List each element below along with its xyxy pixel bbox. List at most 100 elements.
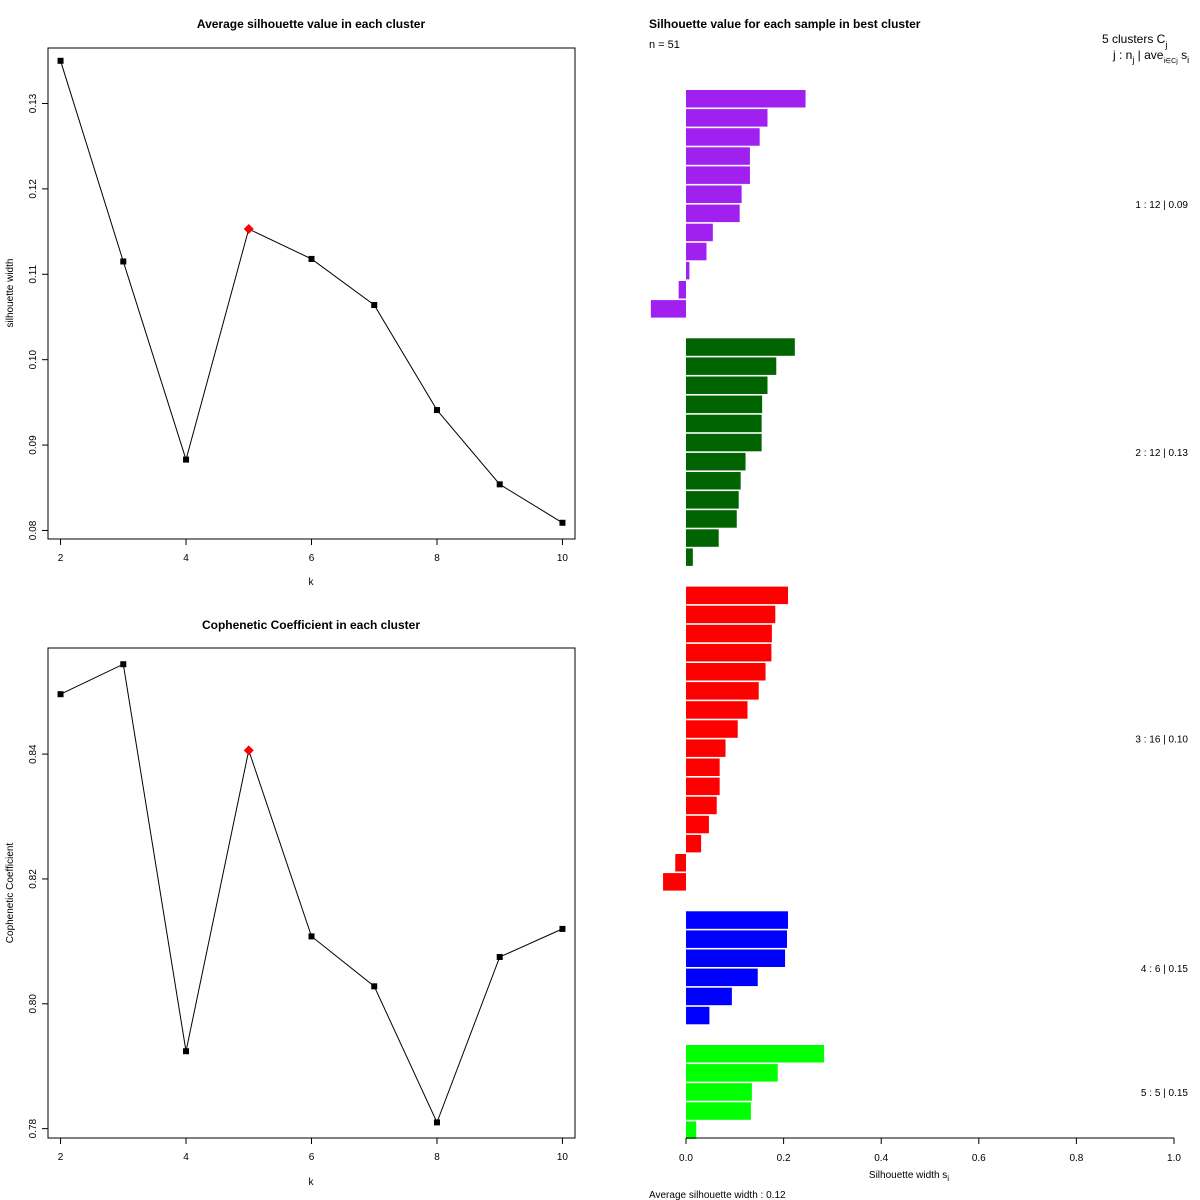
x-tick-label: 0.2: [777, 1153, 791, 1164]
silhouette-bar: [686, 128, 760, 146]
silhouette-bar: [686, 949, 786, 967]
silhouette-bar: [686, 376, 768, 394]
silhouette-bar: [686, 433, 762, 452]
legend-line-2: j : n: [1112, 48, 1132, 62]
data-point: [308, 255, 315, 262]
silhouette-bar: [686, 987, 732, 1006]
silhouette-bar: [686, 682, 759, 700]
data-point: [120, 258, 127, 265]
silhouette-bar: [686, 414, 762, 433]
legend-sub-4: i: [1187, 55, 1189, 65]
x-tick-label: 6: [309, 553, 315, 564]
y-tick-label: 0.09: [28, 435, 39, 455]
average-silhouette-footer: Average silhouette width : 0.12: [649, 1190, 786, 1200]
x-tick-label: 4: [183, 1152, 189, 1163]
legend-sub-1: j: [1164, 40, 1167, 50]
silhouette-bar: [686, 1006, 710, 1025]
silhouette-bar: [686, 796, 717, 815]
silhouette-bar: [686, 510, 737, 528]
y-tick-label: 0.10: [28, 350, 39, 370]
best-k-point: [243, 745, 254, 756]
silhouette-bar: [650, 300, 686, 318]
cophenetic-line-x-label: k: [309, 1177, 315, 1188]
x-tick-label: 0.6: [972, 1153, 986, 1164]
cophenetic-line-y-label: Cophenetic Coefficient: [5, 843, 16, 944]
silhouette-bar: [686, 452, 746, 471]
silhouette-bar-title: Silhouette value for each sample in best…: [649, 17, 921, 31]
y-tick-label: 0.80: [28, 994, 39, 1014]
silhouette-bar: [686, 338, 795, 356]
y-tick-label: 0.08: [28, 520, 39, 540]
svg-text:Silhouette width si: Silhouette width si: [869, 1170, 949, 1183]
series-line: [60, 663, 563, 1124]
data-point: [57, 57, 64, 64]
x-tick-label: 4: [183, 553, 189, 564]
silhouette-bar: [686, 529, 719, 547]
cophenetic-line-x-axis: 2 4 6 8 10: [58, 1138, 569, 1163]
x-tick-label: 1.0: [1167, 1153, 1181, 1164]
legend-sub-3: i∈Cj: [1163, 58, 1178, 65]
silhouette-bar-x-label: Silhouette width s: [869, 1170, 947, 1181]
silhouette-bar: [686, 1045, 825, 1063]
cluster-label: 5 : 5 | 0.15: [1141, 1088, 1189, 1099]
x-tick-label: 8: [434, 553, 440, 564]
data-point: [559, 925, 566, 932]
legend-line-1: 5 clusters C: [1102, 32, 1166, 46]
y-tick-label: 0.82: [28, 869, 39, 889]
silhouette-bar: [686, 1064, 778, 1082]
cluster-label: 2 : 12 | 0.13: [1135, 448, 1188, 459]
cluster-labels: 1 : 12 | 0.09 2 : 12 | 0.13 3 : 16 | 0.10 4…: [1135, 200, 1188, 1099]
silhouette-bar-x-label-sub: i: [947, 1174, 949, 1183]
legend-line-2c: s: [1178, 48, 1187, 62]
y-tick-label: 0.11: [28, 264, 39, 283]
silhouette-bar: [686, 643, 772, 662]
silhouette-bar: [686, 739, 726, 757]
silhouette-line-frame: [47, 47, 576, 540]
data-point: [559, 519, 566, 526]
data-point: [308, 933, 315, 940]
x-tick-label: 2: [58, 1152, 64, 1163]
x-tick-label: 0.4: [874, 1153, 888, 1164]
silhouette-line-series: [57, 57, 566, 526]
data-point: [433, 407, 440, 414]
x-tick-label: 2: [58, 553, 64, 564]
silhouette-bar: [686, 147, 750, 165]
cluster-legend-header: 5 clusters Cj j : nj | avei∈Cj si: [1102, 32, 1189, 65]
silhouette-line-y-axis: 0.08 0.09 0.10 0.11 0.12 0.13: [28, 93, 48, 540]
silhouette-bar: [678, 281, 686, 299]
silhouette-bar: [686, 834, 702, 853]
silhouette-bar: [686, 548, 693, 566]
silhouette-line-x-label: k: [309, 577, 315, 588]
silhouette-bar: [686, 472, 741, 490]
silhouette-bar: [686, 586, 788, 605]
silhouette-bars: [650, 90, 825, 1139]
silhouette-bar: [686, 720, 738, 738]
silhouette-bar: [686, 90, 806, 108]
data-point: [183, 1048, 190, 1055]
x-tick-label: 10: [557, 553, 569, 564]
silhouette-bar: [686, 701, 748, 719]
silhouette-bar: [686, 204, 740, 223]
silhouette-bar: [686, 911, 788, 929]
silhouette-bar: [686, 777, 720, 796]
x-tick-label: 6: [309, 1152, 315, 1163]
cophenetic-line-panel: Cophenetic Coefficient in each cluster 2…: [5, 618, 576, 1188]
silhouette-bar: [686, 491, 739, 509]
silhouette-bar: [686, 1121, 697, 1139]
silhouette-bar: [686, 968, 758, 987]
y-tick-label: 0.78: [28, 1118, 39, 1138]
cophenetic-line-frame: [47, 647, 576, 1139]
x-tick-label: 10: [557, 1152, 569, 1163]
svg-text:5 clusters Cj: 5 clusters Cj: [1102, 32, 1167, 50]
silhouette-bar: [663, 873, 686, 891]
y-tick-label: 0.12: [28, 179, 39, 199]
silhouette-bar: [686, 242, 707, 261]
silhouette-bar: [686, 1102, 751, 1120]
cophenetic-line-title: Cophenetic Coefficient in each cluster: [202, 618, 420, 632]
cluster-label: 4 : 6 | 0.15: [1141, 964, 1189, 975]
silhouette-line-title: Average silhouette value in each cluster: [197, 17, 426, 31]
silhouette-bar: [686, 261, 690, 280]
data-point: [120, 661, 127, 668]
silhouette-bar: [686, 758, 720, 776]
